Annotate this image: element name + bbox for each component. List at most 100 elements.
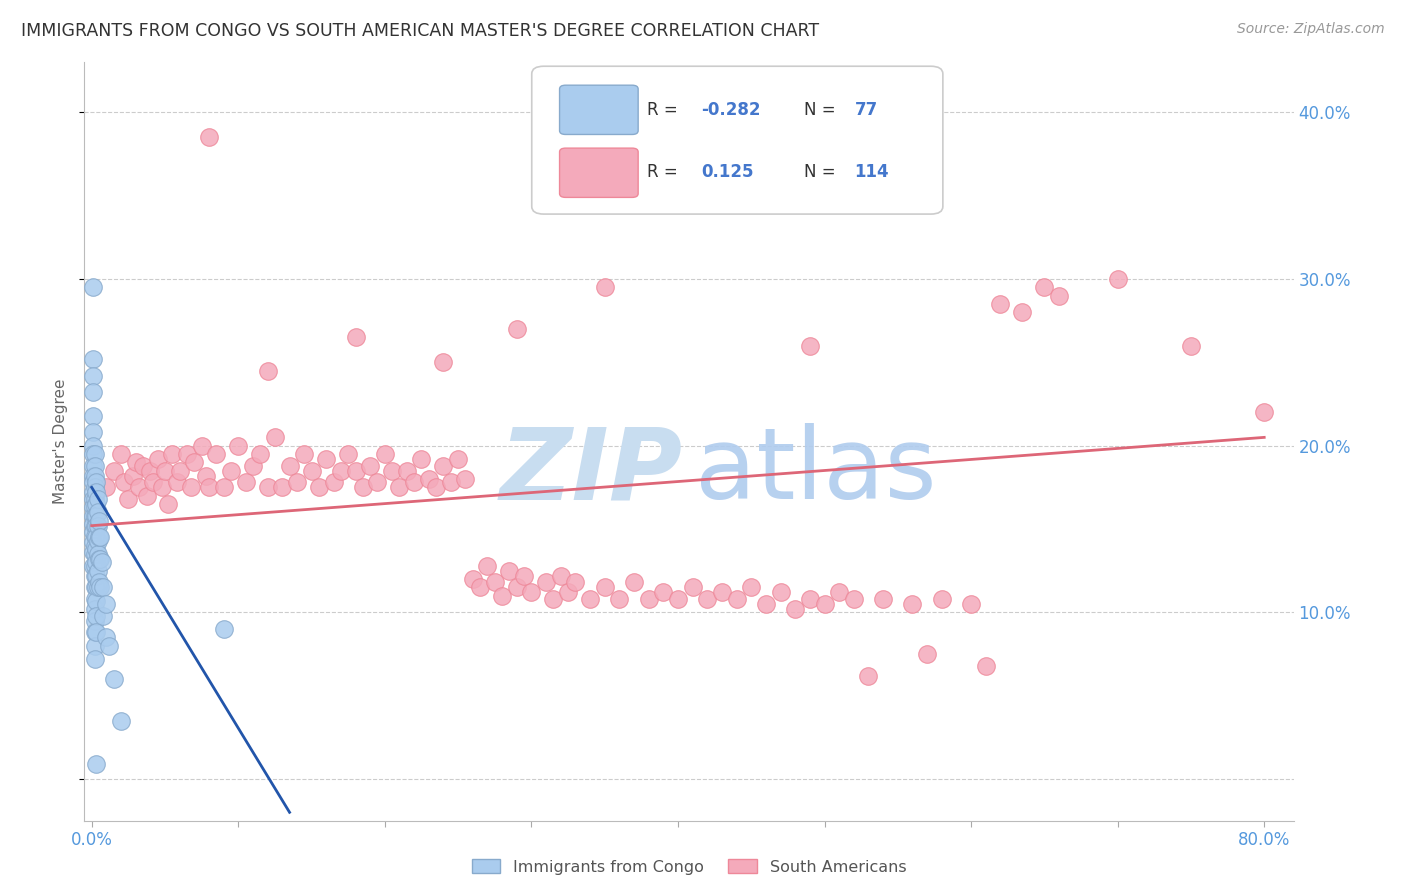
Point <box>86 533 108 548</box>
Point <box>84 485 107 500</box>
Point <box>1180 339 1202 353</box>
Point <box>82 439 104 453</box>
Text: N =: N = <box>804 101 841 120</box>
Point <box>83 614 105 628</box>
Point <box>242 458 264 473</box>
Point <box>180 480 202 494</box>
Point <box>82 475 104 490</box>
Point <box>212 622 235 636</box>
Point <box>212 480 235 494</box>
Point <box>96 480 118 494</box>
Point <box>136 489 159 503</box>
Point <box>623 575 645 590</box>
Point <box>84 475 107 490</box>
Point <box>1107 272 1129 286</box>
Point <box>960 597 983 611</box>
Point <box>87 552 110 566</box>
Point <box>84 580 107 594</box>
Point <box>83 508 105 523</box>
Point <box>83 458 105 473</box>
Point <box>425 480 447 494</box>
Point <box>1253 405 1275 419</box>
Point <box>872 592 894 607</box>
Point <box>91 555 114 569</box>
Point <box>84 530 107 544</box>
Point <box>87 530 110 544</box>
Point <box>82 425 104 440</box>
Point <box>82 458 104 473</box>
Point <box>219 464 242 478</box>
FancyBboxPatch shape <box>531 66 943 214</box>
Point <box>150 480 173 494</box>
Point <box>682 580 704 594</box>
Point <box>112 475 135 490</box>
Point <box>124 455 146 469</box>
Text: atlas: atlas <box>695 424 936 520</box>
Point <box>84 756 107 771</box>
Point <box>83 580 105 594</box>
Point <box>83 558 105 573</box>
Point <box>84 625 107 640</box>
Point <box>322 475 344 490</box>
FancyBboxPatch shape <box>560 148 638 197</box>
Point <box>652 585 675 599</box>
Point <box>666 592 689 607</box>
Point <box>153 464 176 478</box>
Point <box>82 352 104 367</box>
Point <box>103 464 125 478</box>
Point <box>1033 280 1056 294</box>
Point <box>83 468 105 483</box>
Text: 0.125: 0.125 <box>702 163 754 181</box>
Point <box>86 580 108 594</box>
Point <box>195 468 218 483</box>
Point <box>146 452 169 467</box>
Point <box>176 447 198 461</box>
Point <box>82 409 104 423</box>
Point <box>506 322 529 336</box>
Point <box>315 452 337 467</box>
Point <box>278 458 301 473</box>
Point <box>83 491 105 506</box>
Point <box>344 464 367 478</box>
Point <box>411 452 433 467</box>
Point <box>183 455 205 469</box>
Point <box>915 647 938 661</box>
Point <box>432 355 454 369</box>
Point <box>121 468 143 483</box>
Text: N =: N = <box>804 163 841 181</box>
Point <box>84 593 107 607</box>
Point <box>484 575 506 590</box>
Point <box>418 472 440 486</box>
Point <box>166 475 188 490</box>
Point <box>974 658 997 673</box>
Point <box>83 568 105 582</box>
Point <box>82 368 104 383</box>
Point <box>86 518 108 533</box>
Point <box>83 592 105 607</box>
Point <box>198 130 221 145</box>
Point <box>198 480 221 494</box>
Point <box>169 464 191 478</box>
Point <box>506 580 529 594</box>
Point <box>117 491 139 506</box>
Point <box>366 475 388 490</box>
Point <box>84 568 107 582</box>
Point <box>491 589 513 603</box>
Point <box>308 480 330 494</box>
Point <box>593 280 616 294</box>
Text: 77: 77 <box>855 101 877 120</box>
Point <box>93 580 115 594</box>
Point <box>799 592 821 607</box>
Point <box>769 585 792 599</box>
Point <box>84 541 107 556</box>
Point <box>301 464 323 478</box>
Point <box>205 447 228 461</box>
Point <box>468 580 491 594</box>
Point <box>329 464 352 478</box>
Point <box>86 547 108 561</box>
Legend: Immigrants from Congo, South Americans: Immigrants from Congo, South Americans <box>465 853 912 881</box>
Point <box>87 575 110 590</box>
Point <box>256 480 278 494</box>
Point <box>520 585 543 599</box>
Point <box>110 447 132 461</box>
